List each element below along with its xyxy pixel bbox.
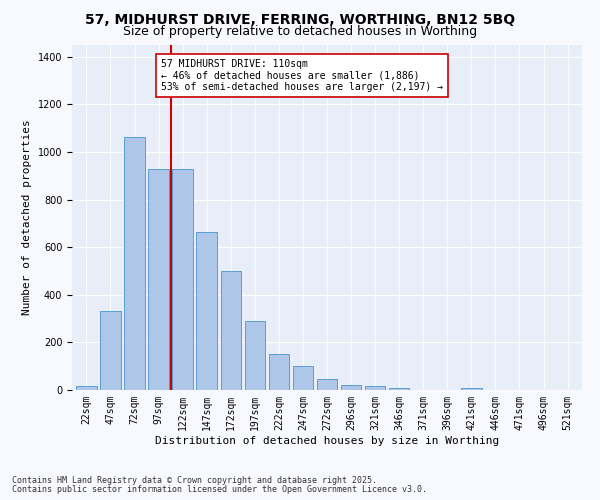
Bar: [317, 380, 337, 390]
Bar: [293, 366, 313, 390]
Text: Contains HM Land Registry data © Crown copyright and database right 2025.: Contains HM Land Registry data © Crown c…: [12, 476, 377, 485]
Bar: [196, 232, 217, 390]
Bar: [76, 386, 97, 390]
Y-axis label: Number of detached properties: Number of detached properties: [22, 120, 32, 316]
Text: Size of property relative to detached houses in Worthing: Size of property relative to detached ho…: [123, 25, 477, 38]
X-axis label: Distribution of detached houses by size in Worthing: Distribution of detached houses by size …: [155, 436, 499, 446]
Bar: [172, 168, 193, 390]
Bar: [124, 136, 145, 390]
Bar: [341, 385, 361, 390]
Bar: [148, 168, 169, 390]
Bar: [365, 386, 385, 390]
Text: 57 MIDHURST DRIVE: 110sqm
← 46% of detached houses are smaller (1,886)
53% of se: 57 MIDHURST DRIVE: 110sqm ← 46% of detac…: [161, 60, 443, 92]
Text: Contains public sector information licensed under the Open Government Licence v3: Contains public sector information licen…: [12, 485, 427, 494]
Bar: [221, 271, 241, 390]
Bar: [389, 388, 409, 390]
Bar: [100, 312, 121, 390]
Bar: [461, 388, 482, 390]
Bar: [245, 321, 265, 390]
Bar: [269, 354, 289, 390]
Text: 57, MIDHURST DRIVE, FERRING, WORTHING, BN12 5BQ: 57, MIDHURST DRIVE, FERRING, WORTHING, B…: [85, 12, 515, 26]
